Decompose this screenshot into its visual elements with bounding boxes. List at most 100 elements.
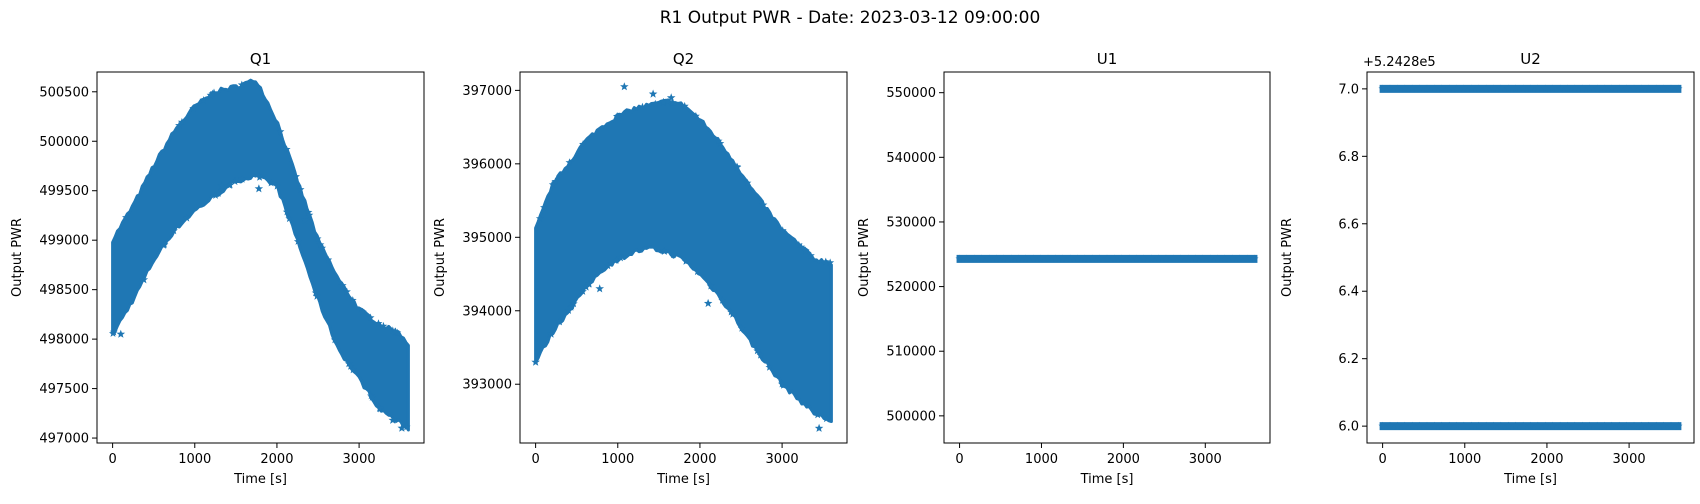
x-axis-label: Time [s] (1503, 472, 1557, 487)
data-point (366, 313, 375, 322)
data-point (1400, 84, 1409, 93)
data-point (1496, 421, 1505, 430)
data-point (305, 210, 314, 219)
data-point (1622, 421, 1631, 430)
y-offset-label: +5.2428e5 (1363, 55, 1436, 70)
data-point (296, 185, 305, 193)
data-point (1467, 421, 1476, 430)
y-axis-label: Output PWR (10, 218, 25, 297)
data-point (826, 258, 835, 267)
data-point (727, 307, 736, 316)
x-tick-label: 3000 (343, 452, 376, 467)
y-tick-label: 394000 (462, 304, 512, 319)
data-point (535, 214, 544, 222)
y-tick-label: 498000 (39, 333, 89, 348)
data-point (1228, 254, 1237, 263)
data-point (1154, 254, 1163, 263)
outlier-point (555, 317, 564, 326)
x-tick-label: 1000 (601, 452, 634, 467)
data-point (1147, 254, 1156, 263)
outlier-point (116, 329, 126, 338)
data-point (1459, 84, 1468, 93)
data-point (1235, 254, 1244, 263)
data-point (324, 255, 333, 264)
data-point (318, 243, 327, 252)
data-point (199, 96, 208, 104)
y-tick-label: 499000 (39, 234, 89, 249)
data-point (1206, 254, 1215, 263)
data-point (109, 329, 117, 337)
x-tick-label: 2000 (1107, 452, 1140, 467)
data-point (1198, 254, 1207, 263)
data-point (1014, 254, 1023, 263)
data-point (169, 226, 178, 235)
x-tick-label: 0 (1378, 452, 1386, 467)
data-point (706, 281, 715, 290)
data-point (1541, 84, 1550, 93)
data-point (1385, 421, 1395, 430)
data-point (681, 257, 690, 265)
data-point (1415, 84, 1424, 93)
data-point (797, 242, 806, 251)
outlier-point (397, 423, 407, 432)
y-tick-label: 396000 (462, 157, 512, 172)
y-tick-label: 500000 (39, 135, 89, 150)
data-point (582, 283, 591, 291)
data-point (551, 177, 560, 185)
data-point (668, 98, 677, 107)
data-point (1533, 84, 1542, 93)
data-point (1570, 421, 1579, 430)
outlier-point (703, 298, 713, 308)
outlier-point (254, 184, 264, 193)
data-point (999, 254, 1008, 263)
data-point (1526, 84, 1535, 93)
subplot-title: U1 (1097, 50, 1118, 68)
data-point (1548, 421, 1557, 430)
data-point (1437, 84, 1446, 93)
data-point (316, 240, 325, 249)
data-point (1600, 421, 1609, 430)
data-point (206, 91, 215, 99)
data-point (1393, 84, 1402, 93)
data-point (651, 99, 660, 108)
data-point (1132, 254, 1141, 263)
data-point (1526, 421, 1535, 430)
data-point (267, 178, 276, 187)
axes-frame (943, 71, 1271, 444)
data-point (391, 327, 400, 336)
data-point (293, 237, 302, 245)
data-point (1489, 421, 1498, 430)
outlier-point (375, 403, 384, 412)
data-point (368, 393, 377, 401)
data-point (1184, 254, 1193, 263)
data-point (1430, 421, 1439, 430)
outlier-point (595, 284, 604, 293)
data-point (285, 214, 294, 223)
data-series (531, 82, 835, 432)
data-point (1489, 84, 1498, 93)
data-point (718, 296, 727, 304)
outlier-point (300, 215, 310, 224)
data-point (970, 254, 979, 263)
x-tick-label: 1000 (178, 452, 211, 467)
point-cloud (534, 98, 833, 423)
point-cloud (111, 78, 410, 432)
data-point (1250, 254, 1259, 263)
y-tick-label: 6.4 (1338, 285, 1359, 300)
data-point (813, 410, 822, 419)
data-point (175, 121, 184, 129)
data-point (778, 226, 787, 234)
data-point (548, 180, 557, 189)
data-point (1607, 84, 1616, 93)
data-point (177, 117, 186, 126)
data-point (1445, 84, 1454, 93)
y-axis-label: Output PWR (857, 218, 872, 297)
data-point (1578, 84, 1587, 93)
y-tick-label: 500500 (39, 85, 89, 100)
data-point (1593, 421, 1602, 430)
data-point (210, 88, 218, 97)
data-point (1652, 421, 1661, 430)
data-series (1378, 84, 1683, 431)
data-point (1243, 254, 1252, 263)
data-point (1666, 421, 1676, 430)
